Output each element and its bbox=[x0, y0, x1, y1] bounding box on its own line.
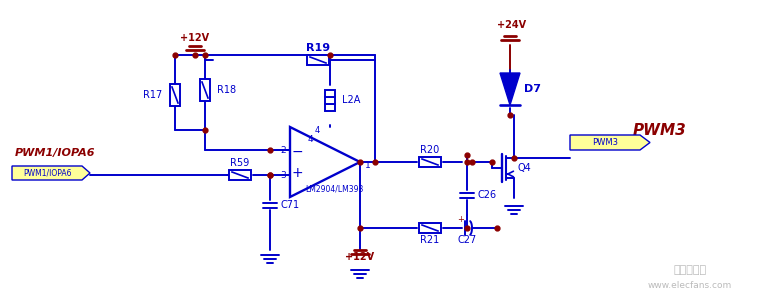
Text: +: + bbox=[457, 215, 464, 223]
Text: 1: 1 bbox=[365, 161, 371, 169]
Text: R21: R21 bbox=[421, 235, 439, 245]
Text: 电子发烧友: 电子发烧友 bbox=[673, 265, 706, 275]
Text: LM2904/LM393: LM2904/LM393 bbox=[305, 185, 364, 193]
Bar bbox=[325, 103, 335, 111]
Text: +12V: +12V bbox=[345, 252, 374, 262]
Text: 4: 4 bbox=[315, 126, 320, 134]
Text: C27: C27 bbox=[457, 235, 476, 245]
Text: R19: R19 bbox=[306, 43, 330, 53]
Polygon shape bbox=[500, 73, 520, 105]
Bar bbox=[419, 157, 441, 167]
Text: R20: R20 bbox=[421, 145, 439, 155]
Text: 3: 3 bbox=[280, 170, 286, 180]
Text: −: − bbox=[291, 145, 303, 159]
Bar bbox=[200, 79, 210, 101]
Text: +12V: +12V bbox=[181, 33, 209, 43]
Text: R17: R17 bbox=[143, 90, 162, 100]
Text: D7: D7 bbox=[524, 84, 541, 94]
Polygon shape bbox=[12, 166, 90, 180]
Text: www.elecfans.com: www.elecfans.com bbox=[648, 281, 732, 290]
Bar bbox=[419, 223, 441, 233]
Text: C26: C26 bbox=[477, 190, 496, 200]
Text: R59: R59 bbox=[230, 158, 249, 168]
Text: L2A: L2A bbox=[342, 95, 361, 105]
Bar bbox=[229, 170, 251, 180]
Text: +24V: +24V bbox=[497, 20, 527, 30]
Text: Q4: Q4 bbox=[518, 163, 532, 173]
Bar bbox=[325, 96, 335, 103]
Text: PWM3: PWM3 bbox=[592, 138, 618, 147]
Text: PWM1/IOPA6: PWM1/IOPA6 bbox=[22, 169, 71, 177]
Text: PWM1/IOPA6: PWM1/IOPA6 bbox=[15, 148, 95, 158]
Polygon shape bbox=[570, 135, 650, 150]
Text: R18: R18 bbox=[217, 85, 236, 95]
Text: +: + bbox=[291, 166, 303, 180]
Bar bbox=[325, 90, 335, 96]
Text: C71: C71 bbox=[280, 200, 299, 210]
Text: 2: 2 bbox=[280, 146, 286, 154]
Text: 4: 4 bbox=[308, 134, 313, 143]
Bar bbox=[307, 55, 329, 65]
Text: PWM3: PWM3 bbox=[633, 122, 687, 138]
Bar bbox=[170, 84, 180, 106]
